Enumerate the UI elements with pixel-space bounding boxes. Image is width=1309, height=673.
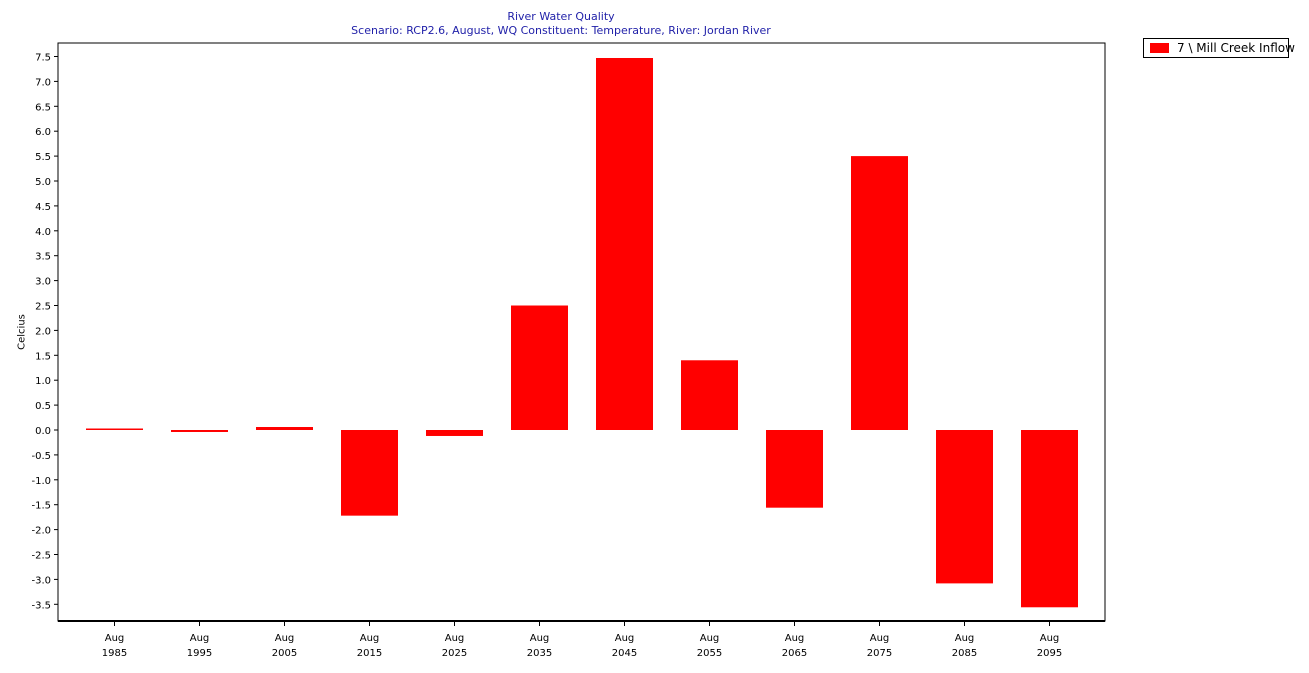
legend: 7 \ Mill Creek Inflow	[1143, 38, 1295, 58]
x-tick-label: 1985	[102, 648, 127, 659]
y-tick-label: 3.5	[35, 252, 51, 263]
x-tick-label: 2015	[357, 648, 382, 659]
plot-area	[57, 42, 1106, 622]
y-tick-label: 1.0	[35, 376, 51, 387]
y-tick-label: -3.5	[31, 600, 51, 611]
x-tick-label: Aug	[615, 633, 635, 644]
y-tick-label: -1.5	[31, 501, 51, 512]
x-tick-label: 1995	[187, 648, 212, 659]
y-tick-label: 4.5	[35, 202, 51, 213]
x-tick-label: Aug	[700, 633, 720, 644]
y-tick-label: 0.0	[35, 426, 51, 437]
bar-series	[86, 57, 1078, 608]
y-tick-label: -3.0	[31, 575, 51, 586]
y-tick-label: 7.5	[35, 53, 51, 64]
y-tick-label: -1.0	[31, 476, 51, 487]
y-tick-label: 2.0	[35, 326, 51, 337]
x-tick-label: 2045	[612, 648, 637, 659]
bar	[596, 57, 653, 431]
x-tick-label: Aug	[105, 633, 125, 644]
y-tick-label: 3.0	[35, 277, 51, 288]
x-tick-label: Aug	[275, 633, 295, 644]
x-tick-label: Aug	[190, 633, 210, 644]
bar	[511, 305, 568, 430]
x-tick-label: Aug	[530, 633, 550, 644]
y-tick-label: 5.5	[35, 152, 51, 163]
bar	[766, 430, 823, 508]
bar	[851, 156, 908, 430]
x-tick-label: Aug	[870, 633, 890, 644]
x-tick-label: 2095	[1037, 648, 1062, 659]
x-tick-label: 2085	[952, 648, 977, 659]
chart-subtitle: Scenario: RCP2.6, August, WQ Constituent…	[351, 24, 771, 37]
x-tick-label: 2035	[527, 648, 552, 659]
bar	[256, 427, 313, 430]
x-tick-label: 2005	[272, 648, 297, 659]
y-tick-label: -2.5	[31, 551, 51, 562]
y-axis: 7.5 7.0 6.5 6.0 5.5 5.0 4.5 4.0 3.5 3.0 2.5 2.0 1.5 1…	[31, 53, 58, 611]
y-tick-label: 6.5	[35, 102, 51, 113]
x-axis: Aug 1985 Aug 1995 Aug 2005 Aug 2015 Aug 2025 Aug 20…	[102, 621, 1062, 659]
y-tick-label: 4.0	[35, 227, 51, 238]
y-tick-label: 5.0	[35, 177, 51, 188]
x-tick-label: 2075	[867, 648, 892, 659]
y-tick-label: 2.5	[35, 302, 51, 313]
legend-label: 7 \ Mill Creek Inflow	[1177, 41, 1295, 55]
x-tick-label: Aug	[785, 633, 805, 644]
y-tick-label: 0.5	[35, 401, 51, 412]
y-tick-label: 7.0	[35, 77, 51, 88]
x-tick-label: Aug	[1040, 633, 1060, 644]
x-tick-label: 2065	[782, 648, 807, 659]
bar	[426, 430, 483, 436]
x-tick-label: Aug	[445, 633, 465, 644]
x-tick-label: Aug	[955, 633, 975, 644]
bar	[171, 430, 228, 432]
bar	[936, 430, 993, 584]
bar	[681, 360, 738, 430]
x-tick-label: Aug	[360, 633, 380, 644]
y-tick-label: 1.5	[35, 351, 51, 362]
x-tick-label: 2055	[697, 648, 722, 659]
bar	[86, 428, 143, 430]
bar	[1021, 430, 1078, 608]
y-tick-label: -0.5	[31, 451, 51, 462]
y-tick-label: 6.0	[35, 127, 51, 138]
bar	[341, 430, 398, 516]
y-axis-label: Celcius	[16, 314, 28, 350]
chart-title: River Water Quality	[507, 10, 615, 23]
legend-swatch	[1150, 43, 1169, 53]
y-tick-label: -2.0	[31, 526, 51, 537]
x-tick-label: 2025	[442, 648, 467, 659]
